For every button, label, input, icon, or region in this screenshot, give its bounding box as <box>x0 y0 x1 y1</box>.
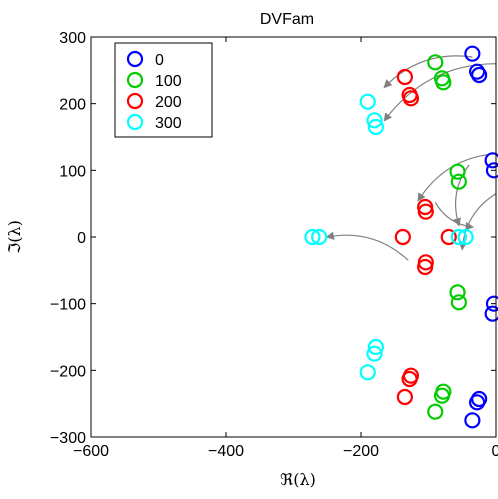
data-point <box>427 403 444 420</box>
data-point <box>367 118 384 136</box>
data-point <box>304 228 321 246</box>
data-point <box>401 370 418 388</box>
data-point <box>450 173 467 190</box>
data-point <box>471 66 488 84</box>
annotation-arrows <box>325 55 497 261</box>
data-point <box>464 412 481 429</box>
data-point <box>417 258 434 276</box>
annotation-arrow <box>383 55 473 89</box>
legend-box <box>114 42 213 138</box>
chart-title: DVFam <box>260 11 314 28</box>
data-point <box>433 387 451 404</box>
data-point <box>450 228 467 246</box>
y-tick-label: 200 <box>59 97 86 114</box>
y-axis-label: ℑ(λ) <box>5 220 24 254</box>
data-point <box>450 294 467 311</box>
legend-marker <box>126 113 144 131</box>
data-point <box>366 345 383 362</box>
legend-marker <box>126 92 144 110</box>
data-point <box>484 305 498 322</box>
data-point <box>359 364 376 381</box>
data-point <box>417 203 434 220</box>
series-300 <box>304 93 474 381</box>
data-point <box>394 228 411 246</box>
data-point <box>435 74 452 91</box>
legend: 0 100 200 300 <box>114 42 213 138</box>
data-point <box>449 163 466 180</box>
series-100 <box>427 54 467 420</box>
x-tick-label: −200 <box>343 443 379 460</box>
data-point <box>457 228 474 246</box>
x-axis-label: ℜ(λ) <box>280 470 316 489</box>
legend-label: 300 <box>155 115 182 132</box>
data-points <box>304 45 498 429</box>
x-tick-label: −600 <box>73 443 109 460</box>
y-tick-label: 0 <box>77 230 86 247</box>
data-point <box>449 284 466 301</box>
annotation-arrow <box>417 153 497 202</box>
data-point <box>464 45 481 62</box>
data-point <box>396 68 413 86</box>
data-point <box>485 295 498 312</box>
data-point <box>427 54 444 71</box>
data-point <box>440 228 457 246</box>
data-point <box>402 90 420 107</box>
y-tick-label: 100 <box>59 163 86 180</box>
data-point <box>311 228 328 246</box>
y-tick-label: 300 <box>59 30 86 47</box>
annotation-arrow <box>434 202 475 231</box>
legend-label: 0 <box>155 52 164 69</box>
data-point <box>366 112 383 129</box>
data-point <box>396 388 413 406</box>
y-tick-label: −300 <box>50 430 86 447</box>
x-tick-label: −400 <box>208 443 244 460</box>
y-tick-label: −100 <box>50 297 86 314</box>
series-0 <box>464 45 498 429</box>
y-tick-label: −200 <box>50 363 86 380</box>
series-200 <box>394 68 457 406</box>
legend-marker <box>126 50 144 68</box>
legend-label: 200 <box>155 94 182 111</box>
data-point <box>485 162 498 179</box>
data-point <box>359 93 376 110</box>
data-point <box>469 394 486 411</box>
axis-ticks: −600 −400 −200 0 300 200 100 0 −100 −200 −300 <box>50 30 498 460</box>
legend-marker <box>126 71 144 89</box>
x-tick-label: 0 <box>492 443 498 460</box>
annotation-arrow <box>458 193 497 251</box>
data-point <box>367 338 384 356</box>
annotation-arrow <box>452 164 470 227</box>
legend-label: 100 <box>155 73 182 90</box>
annotation-arrow <box>325 231 409 261</box>
data-point <box>484 152 498 169</box>
